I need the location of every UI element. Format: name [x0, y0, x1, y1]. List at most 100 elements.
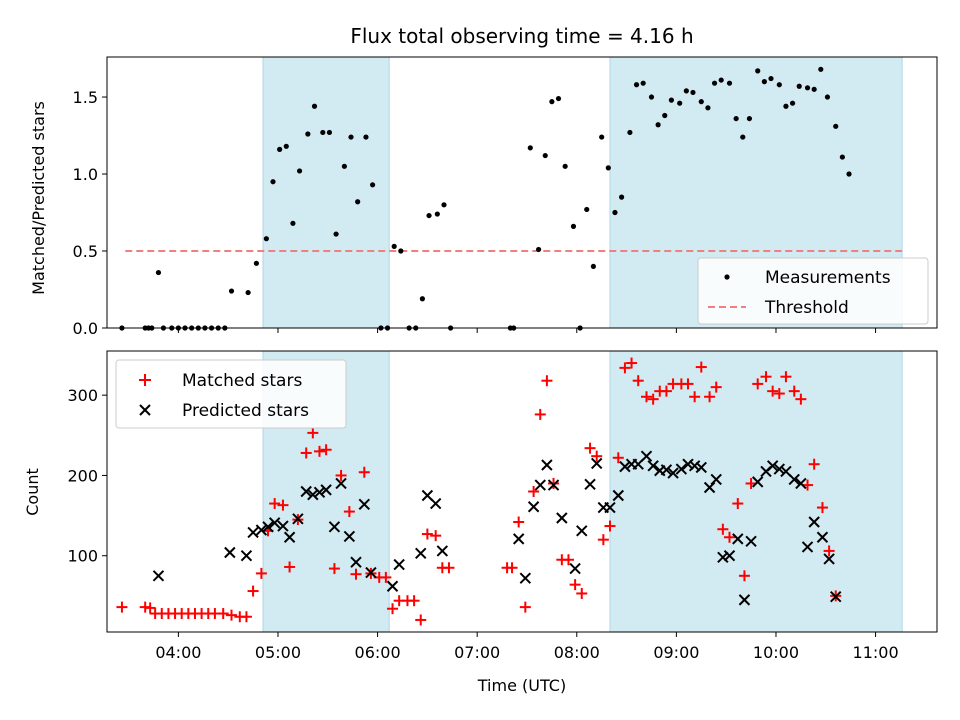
predicted-star-point-50 [688, 460, 701, 472]
predicted-star-point-29 [534, 479, 546, 491]
measurement-point-64 [648, 94, 655, 100]
matched-star-point-77 [724, 531, 735, 543]
predicted-star-point-12 [313, 486, 326, 499]
predicted-star-point-38 [604, 501, 616, 514]
predicted-star-point-21 [393, 558, 405, 571]
matched-star-point-91 [823, 545, 835, 557]
predicted-star-point-61 [766, 460, 779, 472]
legend-predicted-label: Predicted stars [182, 401, 309, 421]
top-shaded-region-0 [262, 56, 390, 329]
measurement-point-15 [228, 288, 235, 294]
measurement-point-37 [398, 248, 404, 254]
legend-predicted-marker [139, 404, 151, 416]
matched-star-point-16 [240, 611, 252, 623]
matched-star-point-71 [682, 378, 694, 390]
x-tick-label-6: 10:00 [753, 643, 799, 662]
matched-star-point-75 [710, 381, 722, 393]
predicted-star-point-9 [292, 513, 304, 525]
matched-star-point-68 [660, 385, 672, 397]
bottom-y-ticks: 100 200 300 [67, 386, 107, 566]
x-tick-label-1: 05:00 [255, 643, 301, 662]
measurement-point-88 [818, 66, 824, 72]
matched-star-point-55 [569, 579, 581, 591]
x-tick-label-5: 09:00 [653, 643, 699, 662]
predicted-star-point-19 [365, 566, 377, 579]
predicted-star-point-30 [541, 459, 553, 471]
matched-star-point-28 [328, 563, 340, 575]
matched-star-point-63 [626, 357, 638, 369]
predicted-star-point-4 [255, 524, 268, 536]
predicted-star-point-10 [300, 485, 312, 498]
x-tick-label-2: 06:00 [355, 643, 401, 662]
predicted-star-point-15 [335, 477, 347, 490]
predicted-star-point-69 [823, 553, 835, 565]
matched-star-point-79 [738, 570, 750, 582]
matched-star-point-35 [380, 571, 392, 583]
matched-star-point-51 [541, 375, 553, 387]
legend-matched-marker [139, 374, 151, 386]
matched-star-point-54 [562, 554, 574, 566]
measurement-point-66 [662, 112, 668, 119]
measurement-point-16 [245, 289, 251, 296]
measurement-point-41 [426, 212, 432, 219]
legend-measurements-marker [724, 274, 730, 280]
bottom-legend-box [115, 359, 347, 429]
matched-star-point-84 [773, 388, 785, 400]
predicted-star-point-1 [224, 546, 236, 559]
predicted-star-point-40 [619, 460, 631, 473]
matched-star-point-65 [641, 391, 652, 403]
measurement-point-92 [846, 171, 852, 177]
measurement-point-25 [311, 103, 318, 109]
predicted-star-point-56 [732, 533, 744, 545]
measurement-point-20 [277, 146, 283, 152]
predicted-star-point-6 [268, 517, 281, 529]
bottom-panel: 100 200 300 04:00 05:00 06:00 07:00 08:00 09:00… [23, 350, 938, 695]
chart-title: Flux total observing time = 4.16 h [350, 24, 693, 48]
top-x-ticks [177, 328, 877, 333]
x-tick-label-0: 04:00 [155, 643, 201, 662]
measurement-point-67 [668, 97, 675, 103]
bottom-y-tick-label-0: 100 [67, 547, 98, 566]
measurement-point-4 [155, 269, 162, 276]
measurement-point-56 [590, 263, 596, 270]
matched-star-point-18 [255, 567, 267, 579]
predicted-star-point-24 [429, 497, 442, 510]
measurement-point-85 [796, 83, 802, 89]
measurement-point-80 [761, 79, 767, 85]
matched-star-point-13 [217, 608, 229, 620]
predicted-star-point-57 [738, 594, 751, 606]
measurement-point-81 [768, 75, 774, 82]
measurement-point-68 [677, 100, 683, 106]
matched-star-point-31 [350, 568, 362, 580]
measurement-point-17 [253, 260, 259, 266]
matched-star-point-82 [760, 371, 772, 383]
measurement-point-21 [283, 143, 289, 149]
matched-star-point-90 [816, 502, 828, 514]
measurement-point-55 [584, 206, 590, 213]
measurement-point-48 [536, 246, 542, 253]
matched-star-point-66 [647, 393, 659, 405]
measurement-point-84 [789, 100, 796, 106]
predicted-star-point-68 [816, 531, 829, 543]
measurement-point-70 [690, 89, 696, 96]
matched-star-point-22 [284, 561, 296, 573]
predicted-star-point-62 [773, 463, 786, 475]
predicted-star-point-35 [584, 478, 596, 490]
measurement-point-86 [804, 85, 811, 91]
measurement-point-61 [627, 129, 633, 136]
measurement-point-40 [419, 296, 425, 302]
legend-matched-label: Matched stars [182, 371, 302, 391]
predicted-star-point-2 [240, 550, 253, 562]
predicted-star-point-32 [556, 512, 568, 524]
matched-star-point-46 [506, 562, 518, 574]
measurement-point-62 [633, 82, 640, 88]
predicted-star-point-13 [320, 484, 332, 496]
predicted-star-point-47 [667, 467, 679, 479]
matched-star-point-25 [307, 427, 319, 439]
x-tick-label-4: 08:00 [554, 643, 600, 662]
matched-star-point-0 [116, 601, 128, 613]
matched-star-point-85 [780, 371, 792, 383]
predicted-star-point-27 [519, 572, 532, 584]
predicted-star-point-18 [358, 498, 371, 511]
bottom-legend: Matched stars Predicted stars [115, 359, 347, 429]
